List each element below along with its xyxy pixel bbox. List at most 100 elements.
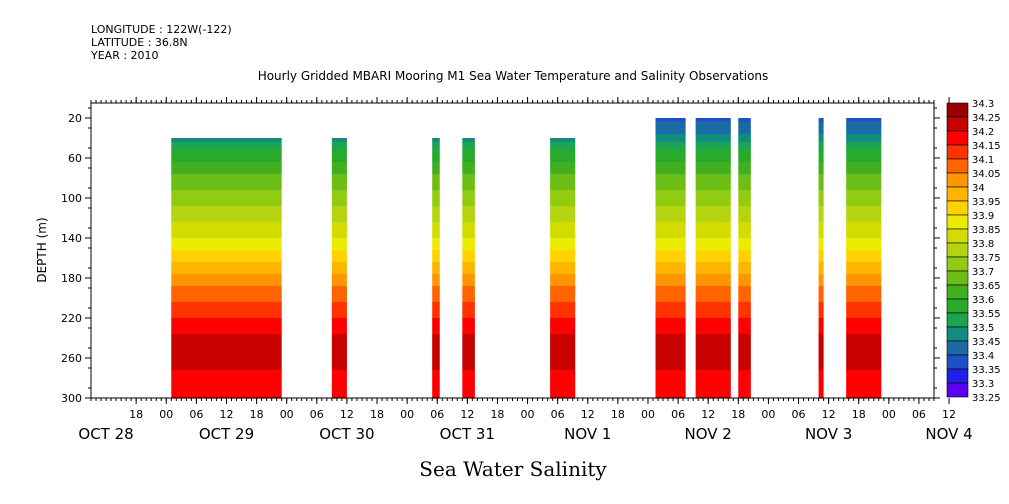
salinity-cell bbox=[695, 210, 731, 215]
salinity-cell bbox=[695, 278, 731, 283]
salinity-cell bbox=[550, 302, 576, 307]
salinity-cell bbox=[331, 174, 347, 179]
salinity-cell bbox=[655, 138, 686, 143]
salinity-cell bbox=[738, 222, 751, 227]
salinity-cell bbox=[655, 370, 686, 375]
salinity-cell bbox=[171, 150, 282, 155]
x-date-label: NOV 4 bbox=[925, 425, 972, 443]
salinity-cell bbox=[695, 310, 731, 315]
salinity-cell bbox=[432, 214, 440, 219]
colorbar-label: 34.05 bbox=[972, 169, 1001, 180]
salinity-cell bbox=[462, 322, 475, 327]
salinity-cell bbox=[171, 382, 282, 387]
salinity-cell bbox=[462, 282, 475, 287]
salinity-cell bbox=[818, 302, 824, 307]
salinity-cell bbox=[331, 150, 347, 155]
salinity-cell bbox=[171, 354, 282, 359]
salinity-cell bbox=[738, 390, 751, 395]
colorbar-swatch bbox=[946, 340, 969, 356]
salinity-cell bbox=[695, 238, 731, 243]
salinity-cell bbox=[738, 246, 751, 251]
salinity-cell bbox=[171, 278, 282, 283]
salinity-cell bbox=[846, 186, 882, 191]
salinity-cell bbox=[655, 194, 686, 199]
salinity-cell bbox=[695, 218, 731, 223]
salinity-cell bbox=[738, 286, 751, 291]
data-segment bbox=[171, 138, 282, 399]
salinity-cell bbox=[846, 262, 882, 267]
salinity-cell bbox=[846, 326, 882, 331]
salinity-cell bbox=[432, 246, 440, 251]
salinity-cell bbox=[550, 314, 576, 319]
salinity-cell bbox=[331, 290, 347, 295]
salinity-cell bbox=[331, 162, 347, 167]
salinity-cell bbox=[738, 254, 751, 259]
salinity-cell bbox=[846, 274, 882, 279]
salinity-cell bbox=[846, 154, 882, 159]
salinity-cell bbox=[695, 138, 731, 143]
salinity-cell bbox=[738, 294, 751, 299]
salinity-cell bbox=[695, 194, 731, 199]
salinity-cell bbox=[432, 238, 440, 243]
salinity-cell bbox=[655, 142, 686, 147]
colorbar-swatch bbox=[946, 116, 969, 132]
salinity-cell bbox=[738, 166, 751, 171]
salinity-cell bbox=[550, 178, 576, 183]
salinity-cell bbox=[695, 338, 731, 343]
salinity-cell bbox=[550, 322, 576, 327]
salinity-cell bbox=[432, 330, 440, 335]
salinity-cell bbox=[846, 386, 882, 391]
salinity-cell bbox=[818, 186, 824, 191]
salinity-cell bbox=[818, 222, 824, 227]
colorbar-label: 33.65 bbox=[972, 281, 1001, 292]
salinity-cell bbox=[550, 182, 576, 187]
salinity-cell bbox=[331, 278, 347, 283]
salinity-cell bbox=[846, 158, 882, 163]
salinity-cell bbox=[695, 358, 731, 363]
salinity-cell bbox=[171, 334, 282, 339]
salinity-cell bbox=[432, 322, 440, 327]
salinity-cell bbox=[846, 390, 882, 395]
salinity-cell bbox=[171, 154, 282, 159]
salinity-cell bbox=[550, 306, 576, 311]
salinity-cell bbox=[846, 138, 882, 143]
salinity-cell bbox=[738, 242, 751, 247]
salinity-cell bbox=[818, 318, 824, 323]
salinity-cell bbox=[432, 202, 440, 207]
salinity-cell bbox=[738, 234, 751, 239]
salinity-cell bbox=[738, 142, 751, 147]
salinity-cell bbox=[171, 370, 282, 375]
salinity-cell bbox=[462, 206, 475, 211]
x-tick-label: 06 bbox=[912, 408, 926, 421]
salinity-cell bbox=[846, 302, 882, 307]
salinity-cell bbox=[846, 174, 882, 179]
salinity-cell bbox=[432, 346, 440, 351]
colorbar-label: 34.3 bbox=[972, 99, 994, 110]
salinity-cell bbox=[462, 214, 475, 219]
salinity-cell bbox=[171, 270, 282, 275]
salinity-cell bbox=[432, 154, 440, 159]
data-segment bbox=[655, 118, 686, 399]
salinity-cell bbox=[462, 358, 475, 363]
salinity-cell bbox=[432, 166, 440, 171]
salinity-cell bbox=[550, 354, 576, 359]
x-date-label: OCT 29 bbox=[199, 425, 254, 443]
salinity-cell bbox=[738, 214, 751, 219]
salinity-cell bbox=[846, 394, 882, 399]
salinity-cell bbox=[550, 294, 576, 299]
salinity-cell bbox=[432, 210, 440, 215]
salinity-cell bbox=[331, 362, 347, 367]
salinity-cell bbox=[432, 146, 440, 151]
salinity-cell bbox=[462, 318, 475, 323]
salinity-cell bbox=[432, 234, 440, 239]
salinity-cell bbox=[695, 190, 731, 195]
salinity-cell bbox=[818, 154, 824, 159]
salinity-cell bbox=[655, 198, 686, 203]
salinity-cell bbox=[432, 222, 440, 227]
salinity-cell bbox=[331, 154, 347, 159]
salinity-cell bbox=[738, 230, 751, 235]
salinity-cell bbox=[695, 378, 731, 383]
x-tick-label: 12 bbox=[942, 408, 956, 421]
salinity-cell bbox=[655, 162, 686, 167]
y-tick-label: 180 bbox=[61, 272, 82, 285]
